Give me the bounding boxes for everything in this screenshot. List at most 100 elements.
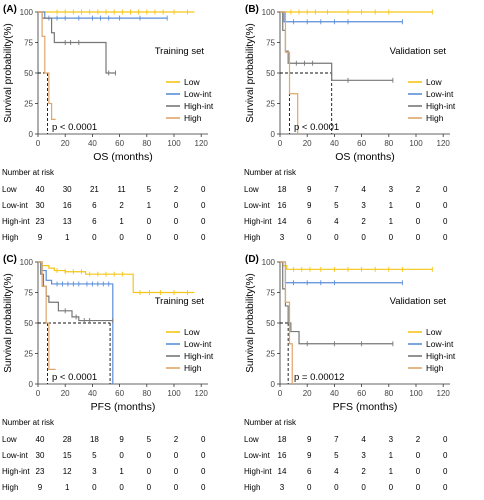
risk-cell: 0 xyxy=(416,451,421,460)
y-tick-label: 25 xyxy=(24,350,33,359)
y-axis-title: Survival probability(%) xyxy=(245,23,256,122)
risk-cell: 28 xyxy=(63,435,72,444)
km-curve-low-int xyxy=(280,261,403,284)
risk-cell: 0 xyxy=(443,435,448,444)
risk-table-title: Number at risk xyxy=(244,418,297,427)
risk-cell: 23 xyxy=(36,217,45,226)
y-tick-label: 0 xyxy=(29,130,34,139)
risk-table-title: Number at risk xyxy=(2,168,55,177)
risk-cell: 1 xyxy=(119,467,124,476)
risk-cell: 16 xyxy=(278,201,287,210)
panel-label: (C) xyxy=(3,254,17,265)
risk-cell: 13 xyxy=(63,217,72,226)
risk-cell: 0 xyxy=(201,467,206,476)
x-tick-label: 60 xyxy=(115,139,124,148)
legend-label: Low-int xyxy=(426,339,454,349)
risk-table-title: Number at risk xyxy=(244,168,297,177)
legend-label: Low xyxy=(426,77,442,87)
km-curve-high xyxy=(38,11,56,120)
risk-row-label: Low-int xyxy=(244,201,271,210)
risk-cell: 2 xyxy=(361,467,366,476)
x-tick-label: 40 xyxy=(88,389,97,398)
y-tick-label: 75 xyxy=(24,289,33,298)
risk-cell: 3 xyxy=(280,233,285,242)
risk-cell: 5 xyxy=(147,435,152,444)
km-curve-low xyxy=(280,261,433,270)
y-tick-label: 100 xyxy=(20,258,34,267)
x-tick-label: 120 xyxy=(195,139,209,148)
x-tick-label: 100 xyxy=(409,139,423,148)
risk-cell: 6 xyxy=(92,217,97,226)
risk-cell: 0 xyxy=(416,201,421,210)
x-tick-label: 20 xyxy=(303,139,312,148)
risk-cell: 9 xyxy=(307,201,312,210)
risk-cell: 0 xyxy=(201,217,206,226)
legend-label: Low xyxy=(426,327,442,337)
risk-row-label: High-int xyxy=(2,217,30,226)
risk-row-label: High-int xyxy=(2,467,30,476)
risk-cell: 3 xyxy=(389,435,394,444)
km-curve-high xyxy=(38,261,56,370)
x-tick-label: 40 xyxy=(330,139,339,148)
legend-label: High-int xyxy=(184,101,214,111)
risk-cell: 4 xyxy=(361,185,366,194)
risk-cell: 3 xyxy=(361,451,366,460)
km-curve-high-int xyxy=(38,261,113,322)
risk-cell: 3 xyxy=(280,483,285,492)
risk-row-label: Low-int xyxy=(244,451,271,460)
risk-cell: 0 xyxy=(334,233,339,242)
x-tick-label: 120 xyxy=(437,389,451,398)
risk-cell: 12 xyxy=(63,467,72,476)
risk-cell: 0 xyxy=(201,483,206,492)
risk-cell: 30 xyxy=(36,201,45,210)
risk-row-label: High xyxy=(244,233,260,242)
risk-table-title: Number at risk xyxy=(2,418,55,427)
risk-cell: 0 xyxy=(361,483,366,492)
risk-row-label: Low xyxy=(2,435,17,444)
risk-cell: 0 xyxy=(201,435,206,444)
risk-cell: 1 xyxy=(65,483,70,492)
risk-cell: 0 xyxy=(147,451,152,460)
legend-label: Low-int xyxy=(184,339,212,349)
risk-cell: 18 xyxy=(90,435,99,444)
set-label: Validation set xyxy=(390,46,447,57)
x-tick-label: 20 xyxy=(61,389,70,398)
risk-cell: 5 xyxy=(92,451,97,460)
x-tick-label: 40 xyxy=(88,139,97,148)
risk-cell: 0 xyxy=(174,217,179,226)
x-tick-label: 100 xyxy=(167,389,181,398)
x-tick-label: 80 xyxy=(384,139,393,148)
risk-cell: 0 xyxy=(174,483,179,492)
risk-cell: 1 xyxy=(389,467,394,476)
risk-cell: 7 xyxy=(334,185,339,194)
risk-cell: 1 xyxy=(389,451,394,460)
risk-cell: 16 xyxy=(63,201,72,210)
y-tick-label: 0 xyxy=(271,380,276,389)
y-axis-title: Survival probability(%) xyxy=(245,273,256,372)
risk-cell: 0 xyxy=(443,483,448,492)
y-tick-label: 25 xyxy=(24,100,33,109)
risk-cell: 3 xyxy=(389,185,394,194)
x-tick-label: 120 xyxy=(437,139,451,148)
x-tick-label: 60 xyxy=(357,389,366,398)
y-tick-label: 0 xyxy=(29,380,34,389)
y-tick-label: 0 xyxy=(271,130,276,139)
y-tick-label: 100 xyxy=(20,8,34,17)
y-tick-label: 50 xyxy=(266,319,275,328)
p-value: p = 0.00012 xyxy=(294,372,344,383)
legend-label: Low xyxy=(184,327,200,337)
risk-cell: 2 xyxy=(119,201,124,210)
risk-cell: 0 xyxy=(147,233,152,242)
km-curve-high-int xyxy=(280,261,393,345)
risk-cell: 2 xyxy=(361,217,366,226)
x-tick-label: 40 xyxy=(330,389,339,398)
legend-label: High xyxy=(184,363,202,373)
y-tick-label: 50 xyxy=(24,69,33,78)
risk-cell: 2 xyxy=(174,435,179,444)
risk-row-label: High-int xyxy=(244,467,272,476)
risk-cell: 0 xyxy=(307,483,312,492)
risk-row-label: Low xyxy=(244,185,259,194)
legend-label: Low-int xyxy=(426,89,454,99)
